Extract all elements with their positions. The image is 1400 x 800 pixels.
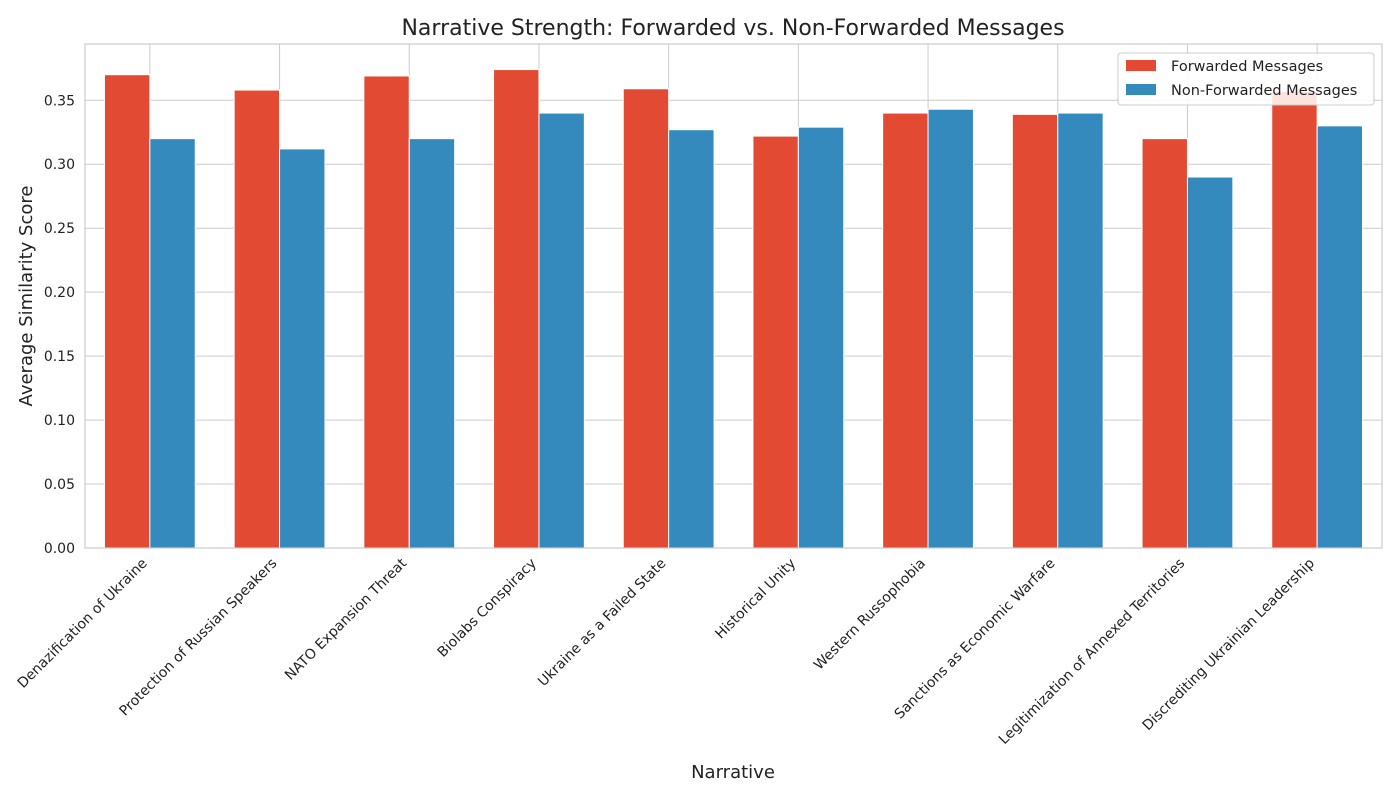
bars: [103, 69, 1364, 549]
bar-non-forwarded: [149, 138, 196, 549]
y-tick-label: 0.30: [44, 157, 75, 173]
bar-forwarded: [622, 88, 670, 549]
bar-forwarded: [363, 75, 410, 549]
x-tick-label: Protection of Russian Speakers: [116, 556, 280, 720]
bar-forwarded: [1011, 113, 1059, 549]
bar-non-forwarded: [1316, 125, 1364, 549]
y-tick-label: 0.20: [44, 285, 75, 301]
y-tick-label: 0.00: [44, 541, 75, 557]
y-tick-label: 0.25: [44, 221, 75, 237]
bar-forwarded: [233, 89, 281, 549]
y-tick-label: 0.15: [44, 349, 75, 365]
legend-swatch-forwarded: [1126, 60, 1156, 71]
legend-box: [1117, 52, 1375, 106]
x-tick-label: Western Russophobia: [811, 556, 929, 674]
x-tick-label: Biolabs Conspiracy: [435, 556, 540, 661]
y-tick-label: 0.35: [44, 93, 75, 109]
legend-label-forwarded: Forwarded Messages: [1171, 59, 1323, 75]
x-tick-label: Sanctions as Economic Warfare: [892, 556, 1059, 723]
x-tick-label: Denazification of Ukraine: [15, 556, 151, 692]
bar-non-forwarded: [797, 126, 845, 549]
x-tick-label: NATO Expansion Threat: [282, 555, 410, 683]
y-axis-label: Average Similarity Score: [16, 186, 37, 407]
bar-non-forwarded: [1186, 176, 1234, 549]
bar-non-forwarded: [1057, 112, 1104, 549]
y-tick-label: 0.10: [44, 413, 75, 429]
bar-non-forwarded: [668, 129, 715, 549]
bar-forwarded: [103, 74, 151, 549]
chart-title: Narrative Strength: Forwarded vs. Non-Fo…: [401, 16, 1064, 41]
bar-forwarded: [1271, 90, 1318, 549]
bar-non-forwarded: [408, 138, 456, 549]
bar-non-forwarded: [927, 108, 974, 549]
y-axis-ticks: 0.00 0.05 0.10 0.15 0.20 0.25 0.30 0.35: [44, 93, 75, 557]
bar-non-forwarded: [279, 148, 326, 549]
bar-forwarded: [752, 135, 799, 549]
bar-forwarded: [493, 69, 540, 549]
legend-label-non-forwarded: Non-Forwarded Messages: [1171, 83, 1357, 99]
bar-non-forwarded: [538, 112, 585, 549]
y-tick-label: 0.05: [44, 477, 75, 493]
legend: Forwarded Messages Non-Forwarded Message…: [1117, 52, 1375, 106]
bar-forwarded: [882, 112, 929, 549]
plot-frame: [84, 43, 1383, 549]
x-tick-label: Ukraine as a Failed State: [535, 556, 669, 690]
legend-swatch-non-forwarded: [1126, 84, 1156, 95]
x-tick-label: Historical Unity: [712, 556, 799, 643]
x-axis-label: Narrative: [691, 762, 775, 783]
bar-forwarded: [1141, 138, 1188, 549]
